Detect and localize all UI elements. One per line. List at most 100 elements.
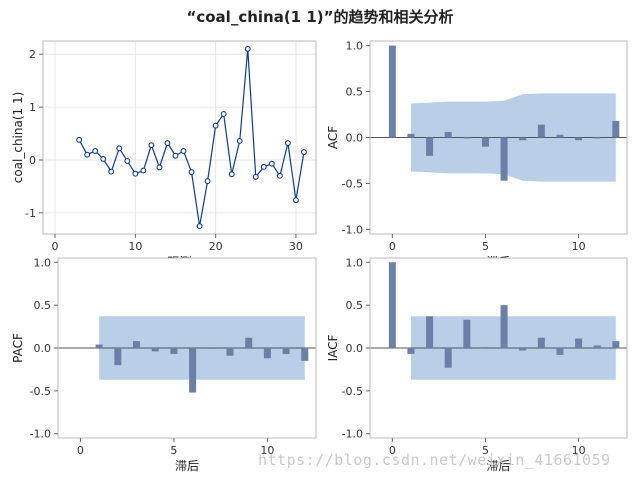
trend-point-30 (292, 197, 299, 204)
pacf-y-tick-label: 0.0 (34, 342, 52, 355)
acf-bar-lag-7 (519, 137, 527, 141)
trend-point-17 (188, 169, 195, 176)
pacf-x-tick-label: 10 (260, 444, 274, 457)
acf-y-axis-label: ACF (326, 126, 340, 149)
acf-bar-lag-5 (481, 137, 489, 147)
iacf-y-tick-label: -0.5 (342, 385, 363, 398)
acf-bar-lag-12 (612, 120, 620, 138)
iacf-bar-lag-4 (463, 319, 471, 348)
trend-point-7 (108, 168, 115, 175)
trend-point-3 (76, 136, 83, 143)
trend-point-18 (196, 223, 203, 230)
iacf-x-tick-label: 5 (482, 444, 489, 457)
trend-point-24 (244, 45, 251, 52)
acf-bar-lag-4 (463, 137, 471, 139)
pacf-bar-lag-2 (114, 348, 122, 366)
acf-bar-lag-8 (537, 124, 545, 138)
trend-point-19 (204, 178, 211, 185)
iacf-bar-lag-2 (426, 316, 434, 348)
acf-bar-lag-2 (426, 137, 434, 156)
pacf-x-axis-label: 滞后 (175, 459, 199, 473)
trend-x-tick-label: 30 (289, 240, 303, 253)
trend-point-26 (260, 163, 267, 170)
pacf-x-tick-label: 0 (77, 444, 84, 457)
trend-point-29 (284, 140, 291, 147)
iacf-y-tick-label: 0.5 (346, 299, 364, 312)
trend-point-22 (228, 171, 235, 178)
pacf-bar-lag-1 (95, 344, 103, 348)
acf-y-tick-label: -1.0 (342, 223, 363, 236)
acf-bar-lag-0 (388, 45, 396, 138)
trend-point-23 (236, 137, 243, 144)
iacf-x-axis-label: 滞后 (486, 459, 510, 473)
acf-x-tick-label: 5 (482, 240, 489, 253)
iacf-bar-lag-3 (444, 348, 452, 368)
trend-point-21 (220, 111, 227, 117)
trend-point-13 (156, 164, 163, 171)
iacf-bar-lag-8 (537, 337, 545, 348)
pacf-bar-lag-9 (245, 337, 253, 348)
iacf-bar-lag-10 (575, 338, 583, 348)
iacf-y-tick-label: 1.0 (346, 256, 364, 269)
trend-x-tick-label: 10 (128, 240, 142, 253)
trend-point-8 (116, 145, 123, 152)
trend-point-11 (140, 167, 147, 174)
trend-point-28 (276, 172, 283, 179)
acf-y-tick-label: -0.5 (342, 177, 363, 190)
acf-bar-lag-3 (444, 131, 452, 138)
trend-y-tick-label: 0 (29, 154, 36, 167)
iacf-bar-lag-11 (593, 345, 601, 348)
pacf-y-tick-label: -1.0 (30, 428, 51, 441)
chart-title: “coal_china(1 1)”的趋势和相关分析 (186, 8, 454, 26)
trend-y-tick-label: -1 (25, 207, 36, 220)
iacf-y-axis-label: IACF (326, 334, 340, 361)
trend-point-27 (268, 160, 275, 167)
acf-bar-lag-1 (407, 133, 415, 138)
trend-y-axis-label: coal_china(1 1) (11, 92, 25, 184)
pacf-panel: 0 5 10 -1.0 -0.5 0.0 0.5 1.0 滞后 PACF (11, 256, 317, 473)
acf-y-tick-label: 0.0 (346, 132, 364, 145)
iacf-bar-lag-12 (612, 341, 620, 348)
pacf-bar-lag-12 (301, 348, 309, 361)
pacf-bar-lag-3 (133, 341, 141, 348)
pacf-y-tick-label: -0.5 (30, 385, 51, 398)
trend-point-31 (301, 149, 307, 155)
pacf-bar-lag-5 (170, 348, 178, 354)
trend-point-4 (84, 151, 91, 158)
trend-point-10 (132, 170, 139, 177)
trend-frame (42, 40, 317, 235)
pacf-y-tick-label: 0.5 (34, 299, 52, 312)
watermark: https://blog.csdn.net/weixin_41661059 (258, 451, 611, 469)
pacf-y-tick-label: 1.0 (34, 256, 52, 269)
iacf-y-tick-label: -1.0 (342, 428, 363, 441)
iacf-bar-lag-7 (519, 348, 527, 351)
iacf-bar-lag-9 (556, 348, 564, 355)
pacf-bar-lag-11 (282, 348, 290, 354)
iacf-bar-lag-5 (481, 347, 489, 348)
iacf-bar-lag-1 (407, 348, 415, 354)
trend-point-25 (252, 173, 259, 180)
acf-bar-lag-11 (593, 137, 601, 139)
iacf-panel: 0 5 10 -1.0 -0.5 0.0 0.5 1.0 滞后 IACF (326, 256, 628, 473)
iacf-x-tick-label: 0 (389, 444, 396, 457)
iacf-bar-lag-6 (500, 305, 508, 348)
acf-y-tick-label: 0.5 (346, 86, 364, 99)
pacf-bar-lag-4 (151, 348, 159, 352)
pacf-bar-lag-10 (263, 348, 271, 359)
trend-x-tick-label: 20 (209, 240, 223, 253)
acf-bar-lag-10 (575, 137, 583, 141)
iacf-bar-lag-0 (388, 262, 396, 348)
acf-bar-lag-9 (556, 134, 564, 138)
pacf-bar-lag-7 (207, 348, 215, 349)
trend-point-20 (212, 122, 219, 129)
trend-x-tick-label: 0 (52, 240, 59, 253)
pacf-bar-lag-6 (189, 348, 197, 393)
trend-point-16 (180, 148, 187, 154)
trend-point-9 (124, 158, 131, 164)
trend-point-12 (148, 142, 155, 149)
pacf-y-axis-label: PACF (11, 333, 25, 363)
acf-x-tick-label: 10 (572, 240, 586, 253)
